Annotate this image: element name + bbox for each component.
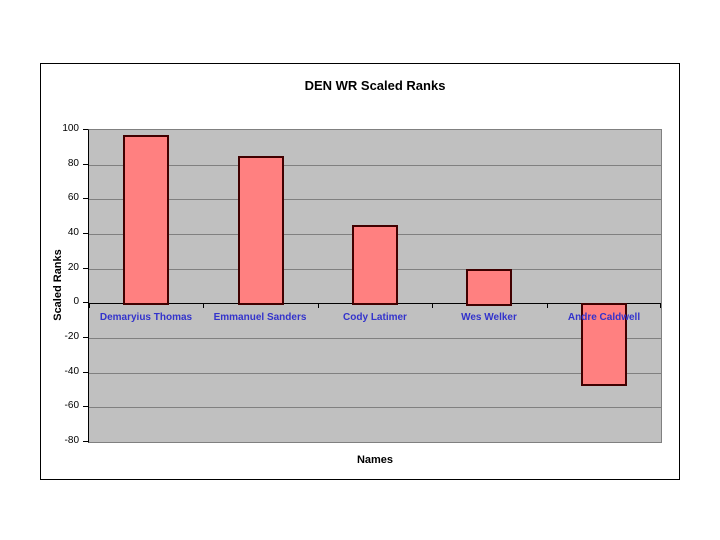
bar-cody-latimer [352, 225, 398, 305]
plot-area: Demaryius Thomas Emmanuel Sanders Cody Lat… [88, 129, 662, 443]
y-tick-mark [83, 198, 88, 199]
y-tick-mark [83, 164, 88, 165]
y-tick-label: 0 [73, 296, 79, 307]
x-tick-mark [318, 303, 319, 308]
x-tick-mark [432, 303, 433, 308]
y-tick-label: -80 [64, 435, 79, 446]
x-tick-mark [660, 303, 661, 308]
category-label: Cody Latimer [343, 312, 407, 323]
category-label: Wes Welker [461, 312, 517, 323]
category-label: Demaryius Thomas [99, 312, 193, 323]
y-tick-label: -40 [64, 366, 79, 377]
chart-frame: DEN WR Scaled Ranks Scaled Ranks Demaryi… [40, 63, 680, 480]
y-tick-label: 20 [67, 262, 79, 273]
y-tick-label: -60 [64, 400, 79, 411]
y-tick-mark [83, 302, 88, 303]
bar-demaryius-thomas [123, 135, 169, 305]
x-axis-title: Names [356, 454, 394, 466]
gridline [89, 338, 661, 339]
y-tick-mark [83, 337, 88, 338]
x-tick-mark [547, 303, 548, 308]
y-tick-mark [83, 268, 88, 269]
y-axis-title: Scaled Ranks [52, 249, 64, 321]
y-tick-mark [83, 129, 88, 130]
y-tick-mark [83, 372, 88, 373]
category-label: Emmanuel Sanders [213, 312, 307, 323]
bar-wes-welker [466, 269, 512, 306]
y-tick-label: -20 [64, 331, 79, 342]
chart-title: DEN WR Scaled Ranks [304, 78, 446, 93]
x-tick-mark [203, 303, 204, 308]
y-tick-label: 100 [62, 123, 79, 134]
gridline [89, 199, 661, 200]
y-tick-label: 80 [67, 158, 79, 169]
bar-emmanuel-sanders [238, 156, 284, 305]
y-tick-label: 60 [67, 192, 79, 203]
gridline [89, 165, 661, 166]
y-tick-mark [83, 233, 88, 234]
gridline [89, 373, 661, 374]
bar-andre-caldwell [581, 303, 627, 386]
x-tick-mark [89, 303, 90, 308]
y-tick-label: 40 [67, 227, 79, 238]
y-tick-mark [83, 441, 88, 442]
gridline [89, 407, 661, 408]
category-label: Andre Caldwell [567, 312, 641, 323]
y-tick-mark [83, 406, 88, 407]
